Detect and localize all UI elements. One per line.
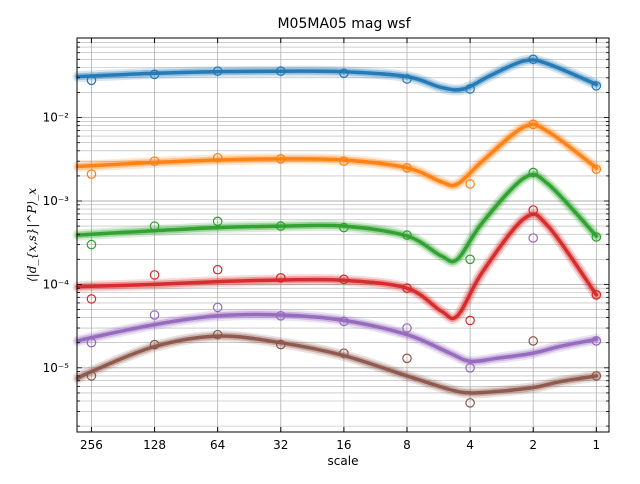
data-point: [465, 84, 475, 94]
data-point: [86, 371, 97, 381]
data-point: [528, 205, 539, 215]
data-point: [339, 274, 349, 285]
series-4: [72, 205, 602, 326]
series-line: [76, 334, 599, 395]
data-point: [275, 221, 286, 231]
data-point: [275, 311, 286, 321]
series-3: [72, 167, 602, 268]
data-point: [212, 264, 223, 275]
data-point: [528, 119, 539, 130]
data-point: [591, 290, 602, 300]
data-point: [528, 167, 539, 178]
data-point: [339, 68, 349, 79]
x-tick-label: 4: [466, 438, 474, 452]
data-point: [339, 316, 349, 327]
x-tick-label: 32: [273, 438, 288, 452]
data-point: [402, 230, 412, 240]
y-tick-label: 10⁻⁴: [43, 277, 70, 291]
x-tick-label: 128: [143, 438, 166, 452]
data-point: [149, 270, 160, 280]
data-point: [149, 221, 160, 231]
data-point: [275, 273, 286, 283]
series-layer: [72, 54, 602, 408]
x-tick-label: 256: [80, 438, 103, 452]
series-2: [72, 118, 602, 192]
data-point: [591, 164, 602, 175]
data-point: [212, 216, 223, 227]
data-point: [402, 353, 412, 364]
y-tick-label: 10⁻³: [43, 194, 70, 208]
data-point: [402, 283, 412, 294]
data-point: [212, 302, 223, 313]
y-tick-label: 10⁻²: [43, 111, 70, 125]
plot-frame: [76, 37, 610, 433]
grid-layer: [77, 37, 609, 432]
x-tick-label: 2: [529, 438, 537, 452]
x-tick-label: 64: [210, 438, 225, 452]
data-point: [275, 66, 286, 76]
series-1: [72, 54, 602, 96]
data-point: [465, 254, 475, 265]
data-point: [528, 233, 539, 243]
series-6: [72, 329, 602, 408]
series-line: [76, 212, 599, 321]
x-axis-label: scale: [328, 454, 359, 468]
data-point: [149, 310, 160, 320]
tick-layer: 256 128 64 32 16 8 4 2 1 10⁻² 10⁻³ 10⁻⁴ 10⁻⁵: [43, 37, 609, 452]
data-point: [86, 337, 97, 348]
data-point: [149, 69, 160, 80]
series-5: [72, 233, 602, 373]
data-point: [86, 75, 97, 86]
x-tick-label: 16: [336, 438, 351, 452]
data-point: [591, 371, 602, 381]
data-point: [465, 179, 475, 189]
y-tick-label: 10⁻⁵: [43, 361, 70, 375]
data-point: [339, 222, 349, 233]
data-point: [528, 336, 539, 346]
series-line: [76, 122, 599, 188]
x-tick-label: 8: [403, 438, 411, 452]
data-point: [465, 315, 475, 326]
data-point: [465, 398, 475, 408]
data-point: [149, 156, 160, 167]
x-tick-label: 1: [593, 438, 601, 452]
data-point: [528, 54, 539, 65]
y-axis-label: ⟨|d_{x,s}|^P⟩_x: [25, 188, 39, 282]
data-point: [591, 336, 602, 346]
data-point: [275, 154, 286, 164]
data-point: [149, 339, 160, 350]
data-point: [339, 348, 349, 358]
data-point: [86, 294, 97, 304]
data-point: [465, 363, 475, 373]
data-point: [86, 169, 97, 179]
data-point: [86, 239, 97, 250]
data-point: [212, 152, 223, 163]
data-point: [339, 156, 349, 167]
series-line: [76, 58, 599, 92]
data-point: [591, 81, 602, 91]
data-point: [212, 329, 223, 340]
data-point: [212, 66, 223, 76]
data-point: [402, 74, 412, 84]
data-point: [402, 163, 412, 173]
series-line: [76, 312, 599, 364]
data-point: [591, 232, 602, 242]
data-point: [402, 323, 412, 333]
chart-title: M05MA05 mag wsf: [277, 16, 411, 32]
data-point: [275, 339, 286, 350]
